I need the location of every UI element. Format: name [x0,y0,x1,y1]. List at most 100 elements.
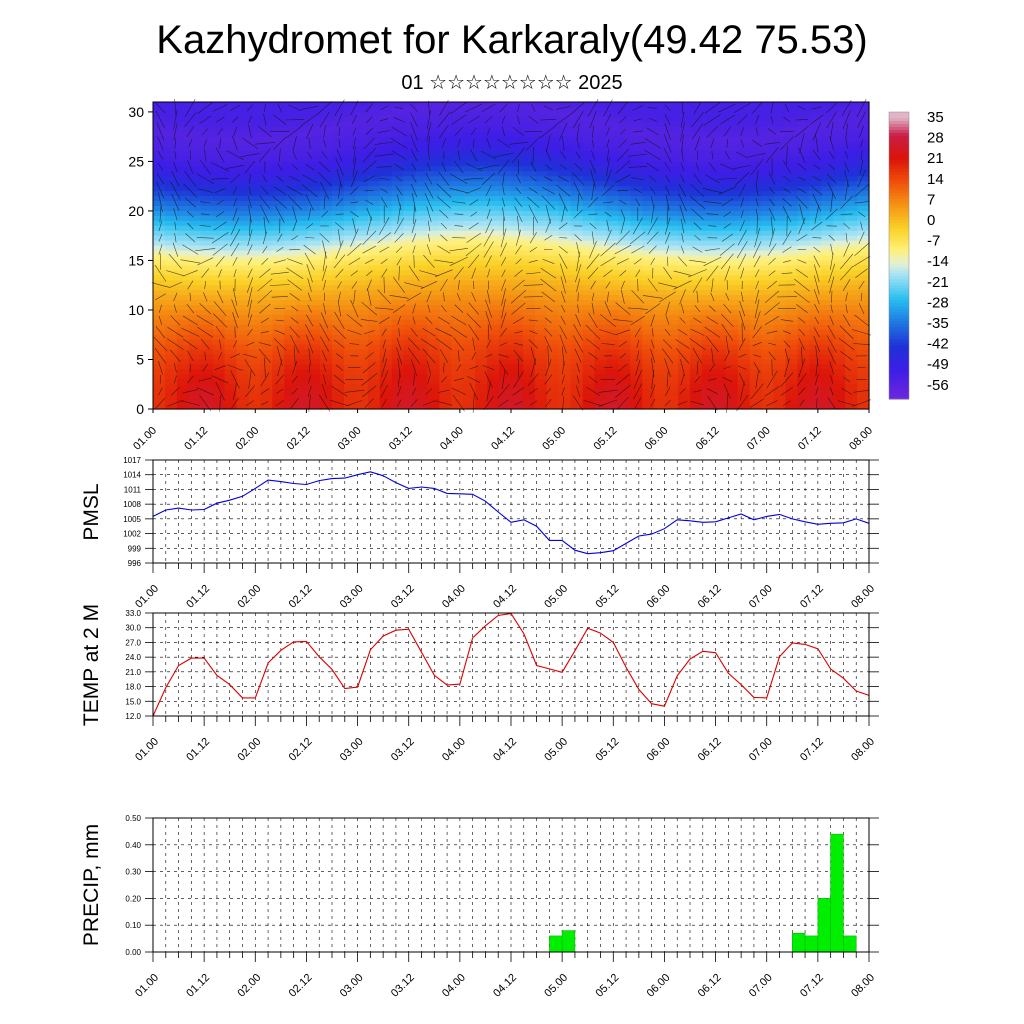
heatmap-cell [678,369,691,375]
wind-vector [556,184,571,197]
heatmap-cell [833,186,846,192]
wind-vector [501,369,506,390]
wind-vector [352,127,357,136]
heatmap-cell [260,235,273,242]
heatmap-cell [582,369,596,375]
heatmap-cell [534,171,548,177]
heatmap-cell [713,250,727,257]
heatmap-cell [701,369,715,375]
heatmap-cell [176,255,190,262]
heatmap-cell [343,191,357,197]
heatmap-cell [308,280,321,286]
heatmap-cell [558,295,572,301]
wind-vector [771,359,773,376]
heatmap-cell [690,309,703,316]
wind-vector [843,223,850,229]
heatmap-cell [248,250,261,257]
wind-vector [576,385,581,397]
wind-vector [232,207,238,221]
heatmap-cell [343,106,357,113]
heatmap-cell [153,102,166,108]
heatmap-cell [391,146,405,153]
heatmap-cell [224,290,238,296]
heatmap-cell [463,141,476,148]
heatmap-cell [427,260,440,266]
heatmap-cell [797,201,810,207]
heatmap-cell [845,339,858,346]
wind-vector [440,234,448,242]
heatmap-cell [272,280,285,286]
heatmap-cell [248,399,261,405]
heatmap-cell [594,374,608,380]
heatmap-cell [845,290,858,296]
heatmap-cell [415,151,429,158]
heatmap-cell [308,344,321,351]
heatmap-cell [463,290,476,296]
heatmap-cell [320,210,333,217]
heatmap-cell [367,389,381,395]
heatmap-cell [713,210,727,217]
heatmap-cell [666,394,679,400]
wind-vector [457,280,460,291]
heatmap-cell [761,191,775,197]
wind-vector [377,232,391,244]
heatmap-cell [332,399,345,405]
wind-vector [291,235,299,241]
heatmap-cell [332,126,345,133]
heatmap-cell [224,319,238,326]
wind-vector [813,327,820,338]
heatmap-cell [785,255,798,262]
wind-vector [561,387,565,396]
heatmap-cell [379,136,393,143]
heatmap-cell [391,235,405,242]
heatmap-cell [821,384,834,390]
heatmap-cell [212,404,226,410]
heatmap-cell [690,146,703,153]
heatmap-cell [809,250,822,257]
heatmap-cell [678,201,691,207]
heatmap-cell [153,225,166,232]
heatmap-cell [511,275,524,281]
heatmap-cell [451,196,464,202]
wind-vector [755,198,759,207]
wind-vector [379,118,389,122]
wind-vector [350,270,358,277]
heatmap-cell [546,404,560,410]
wind-vector [244,160,256,174]
heatmap-cell [845,126,858,133]
heatmap-cell [582,270,596,276]
heatmap-cell [308,309,321,316]
heatmap-cell [403,404,417,410]
wind-vector [170,349,181,363]
heatmap-cell [296,126,309,133]
wind-vector [390,137,408,149]
heatmap-cell [534,329,548,336]
heatmap-cell [296,230,309,237]
wind-vector [322,251,327,272]
heatmap-cell [546,240,560,247]
heatmap-cell [260,270,273,276]
heatmap-cell [415,280,429,286]
wind-vector [486,137,491,149]
wind-vector [529,400,537,406]
heatmap-cell [284,260,297,266]
wind-vector [664,104,671,112]
heatmap-cell [188,369,202,375]
heatmap-cell [761,324,775,331]
heatmap-cell [666,250,679,257]
heatmap-cell [415,156,429,163]
heatmap-cell [355,191,369,197]
heatmap-cell [606,141,619,148]
heatmap-cell [463,324,476,331]
heatmap-cell [188,374,202,380]
heatmap-cell [606,151,619,158]
heatmap-cell [439,121,452,128]
heatmap-cell [463,344,476,351]
heatmap-cell [773,131,787,138]
heatmap-cell [785,275,798,281]
heatmap-cell [332,186,345,192]
heatmap-cell [415,166,429,172]
heatmap-cell [522,309,536,316]
heatmap-cell [690,275,703,281]
heatmap-cell [343,215,357,222]
